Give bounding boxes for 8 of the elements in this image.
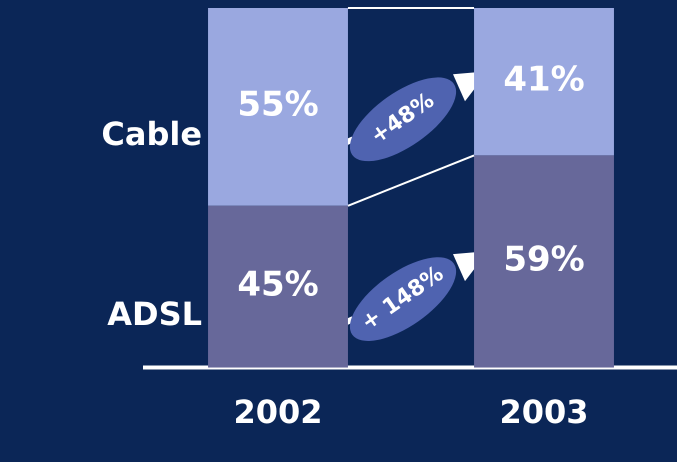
x-tick-label: 2003 — [499, 393, 589, 432]
data-label: 41% — [503, 60, 585, 100]
series-label: ADSL — [107, 295, 202, 334]
data-label: 59% — [503, 239, 585, 280]
series-label: Cable — [101, 115, 202, 154]
data-label: 45% — [237, 264, 319, 305]
data-label: 55% — [237, 84, 319, 125]
x-tick-label: 2002 — [233, 393, 323, 432]
